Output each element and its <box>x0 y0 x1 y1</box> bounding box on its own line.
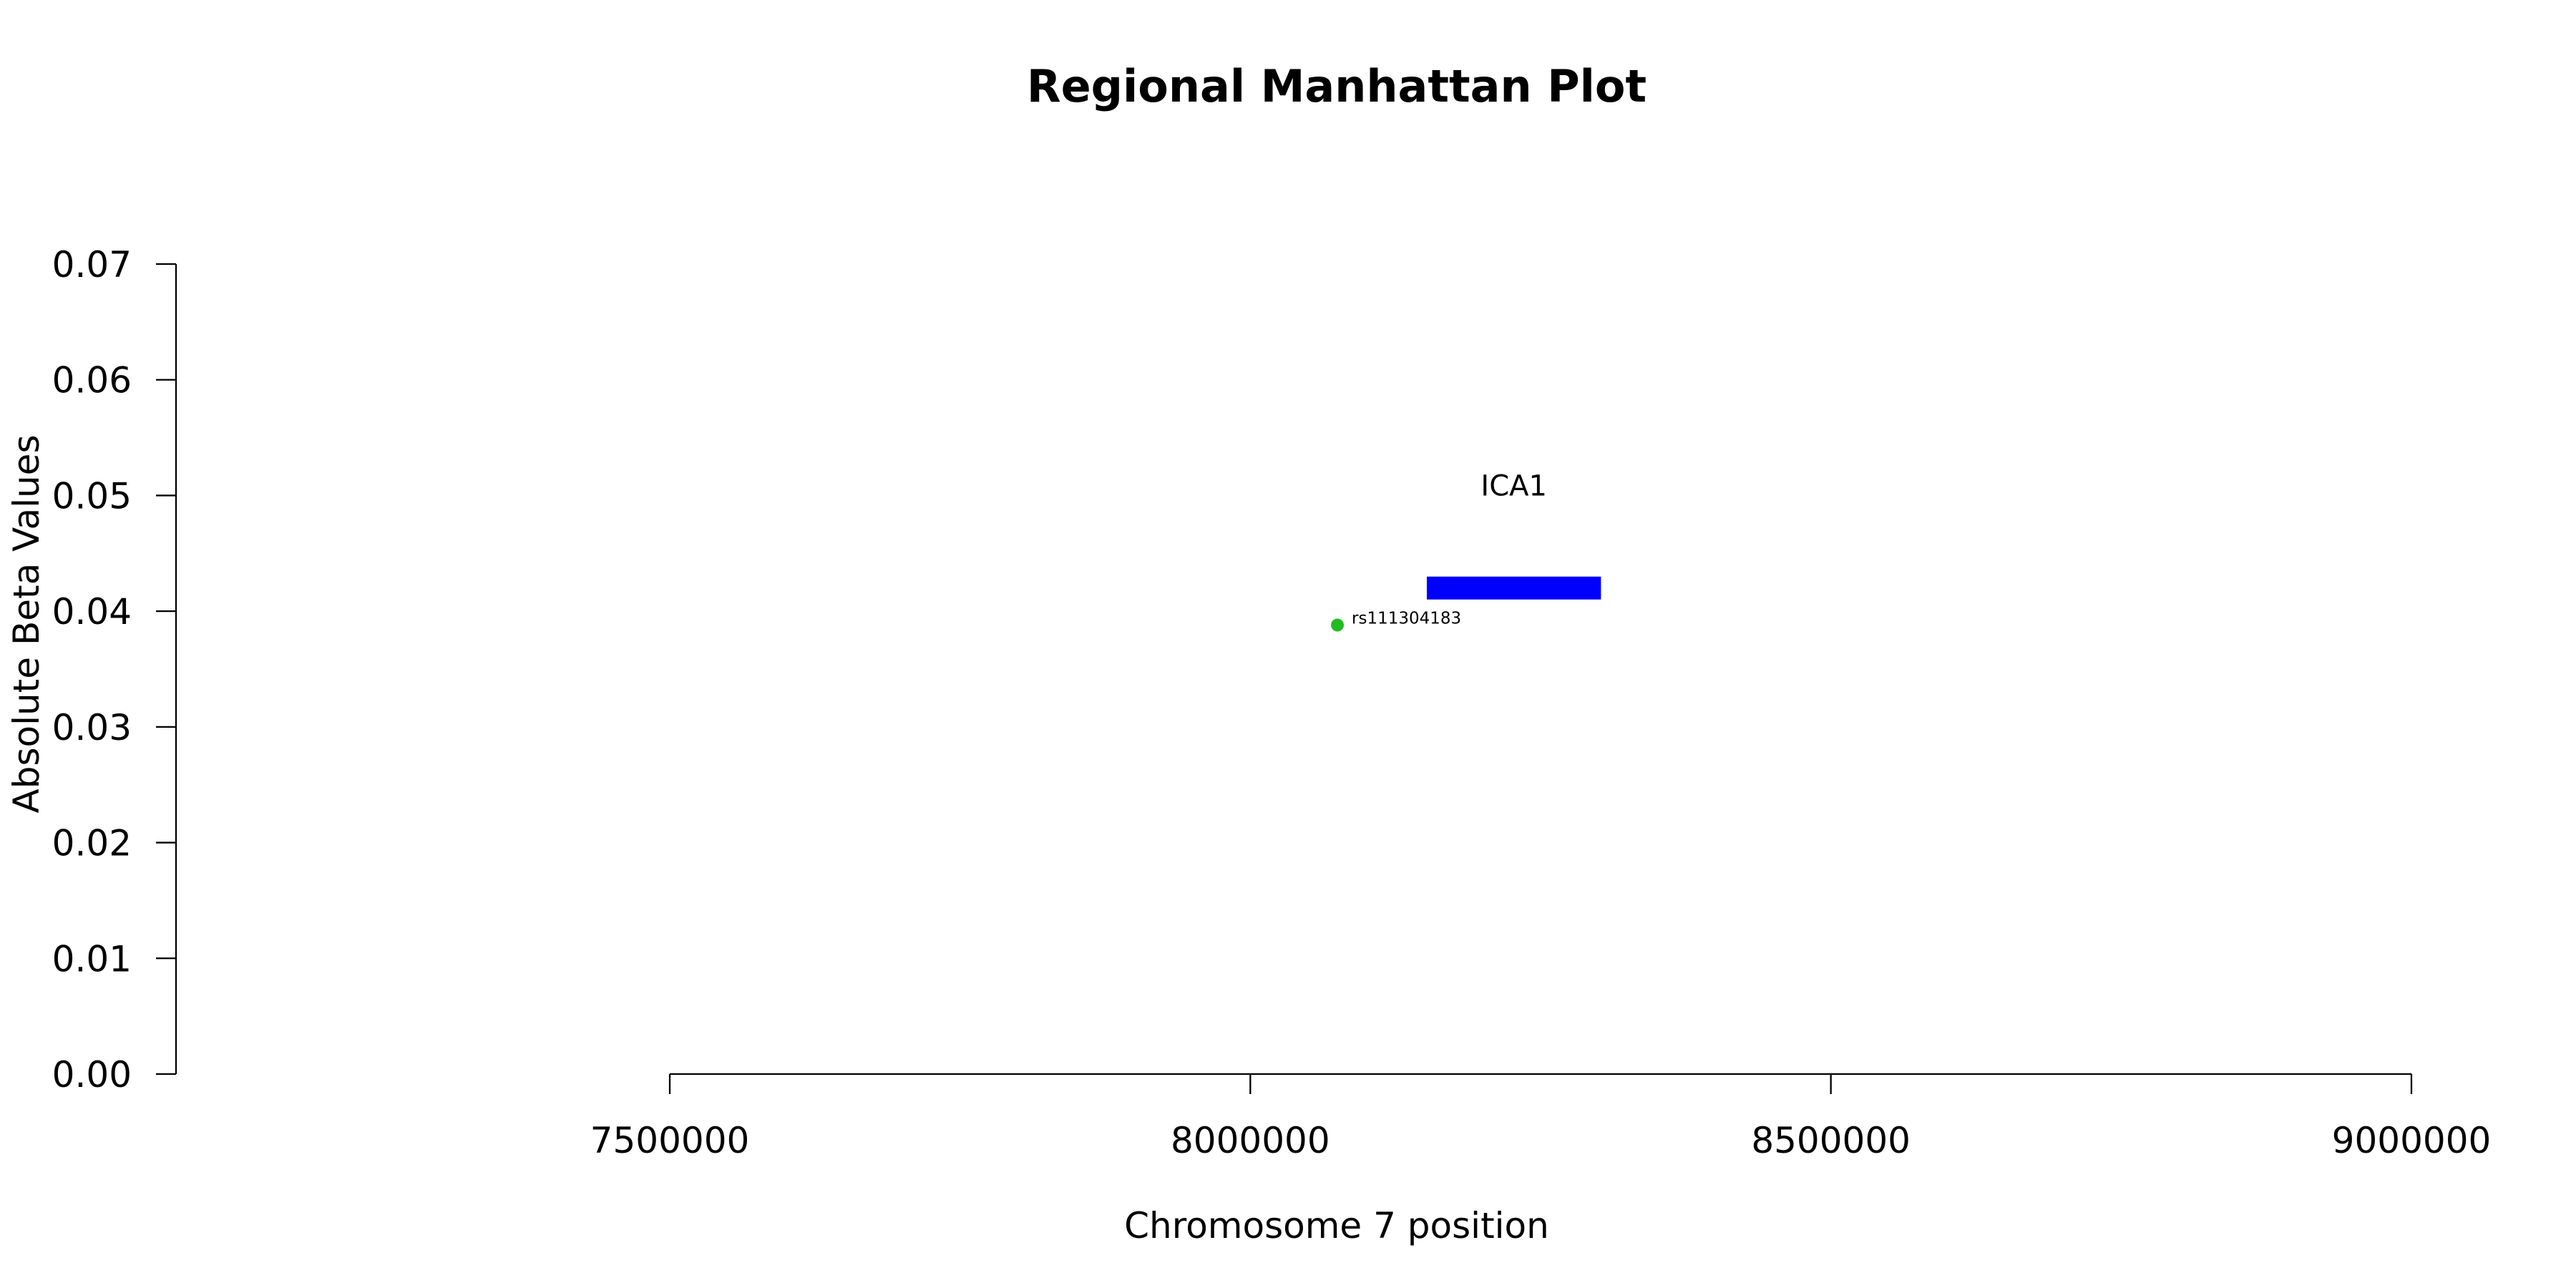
x-axis-label: Chromosome 7 position <box>1124 1205 1549 1246</box>
y-tick-label: 0.04 <box>52 591 132 633</box>
chart-title: Regional Manhattan Plot <box>1027 60 1646 112</box>
y-tick-label: 0.07 <box>52 244 132 286</box>
snp-label: rs111304183 <box>1352 610 1461 628</box>
points-layer: rs111304183 <box>1331 610 1461 632</box>
y-tick-label: 0.03 <box>52 707 132 748</box>
x-tick-label: 9000000 <box>2332 1120 2492 1161</box>
y-tick-label: 0.01 <box>52 938 132 980</box>
y-tick-label: 0.00 <box>52 1054 132 1096</box>
x-tick-label: 8500000 <box>1751 1120 1911 1161</box>
y-axis-label: Absolute Beta Values <box>6 435 47 814</box>
x-tick-label: 7500000 <box>590 1120 750 1161</box>
x-tick-label: 8000000 <box>1171 1120 1330 1161</box>
y-axis: 0.00 0.01 0.02 0.03 0.04 0.05 0.06 0.07 <box>52 244 177 1096</box>
y-tick-label: 0.02 <box>52 823 132 864</box>
snp-point <box>1331 618 1345 632</box>
x-axis: 7500000 8000000 8500000 9000000 <box>590 1073 2492 1161</box>
genes-layer: ICA1 <box>1426 469 1601 600</box>
gene-label: ICA1 <box>1480 469 1547 502</box>
y-tick-label: 0.05 <box>52 475 132 517</box>
y-tick-label: 0.06 <box>52 360 132 401</box>
gene-bar <box>1426 576 1601 600</box>
